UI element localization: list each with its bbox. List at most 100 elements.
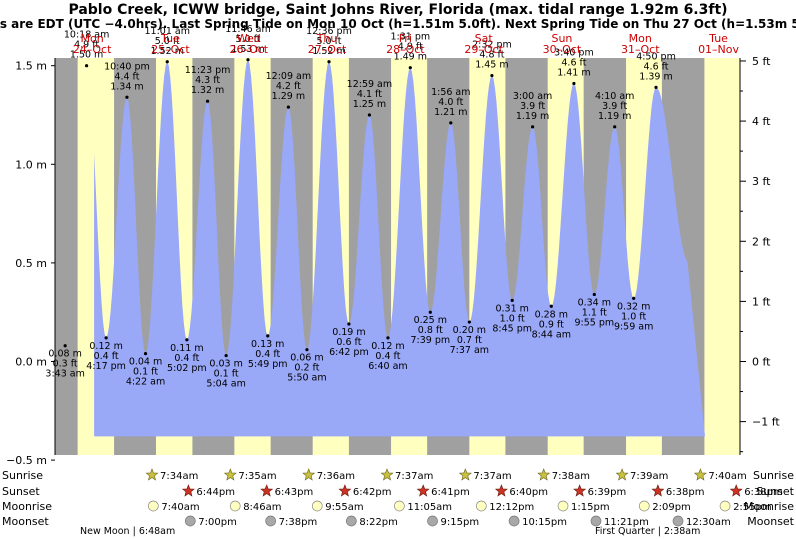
tide-label-ft: 4.9 ft	[398, 42, 423, 53]
moonset-time: 11:21pm	[604, 517, 649, 528]
moonrise-time: 11:05am	[407, 502, 452, 513]
tide-label-time: 11:46 am	[225, 24, 270, 35]
day-weekday: Thu	[316, 32, 338, 45]
tide-label-m_label: 0.32 m	[617, 301, 650, 312]
tide-point	[510, 298, 514, 302]
tide-label-time: 8:45 pm	[492, 323, 532, 334]
sunset-time: 6:42pm	[353, 487, 392, 498]
sunset-star-icon	[494, 484, 508, 497]
tide-point	[428, 310, 432, 314]
tide-label-ft: 1.1 ft	[582, 307, 607, 318]
sunset-time: 6:41pm	[431, 487, 470, 498]
tide-label-ft: 0.4 ft	[94, 351, 119, 362]
tide-point	[143, 352, 148, 356]
sunset-star-icon	[260, 484, 274, 497]
daylight-band	[704, 58, 740, 455]
tide-point	[654, 85, 658, 89]
tide-label-ft: 0.2 ft	[294, 363, 319, 374]
sunrise-time: 7:40am	[708, 471, 746, 482]
row-label-left-sunset: Sunset	[2, 485, 40, 498]
sunset-time: 6:38pm	[744, 487, 783, 498]
tide-label-time: 5:02 pm	[167, 363, 207, 374]
sunset-star-icon	[181, 484, 195, 497]
moonrise-time: 7:40am	[161, 502, 199, 513]
sunrise-time: 7:38am	[552, 471, 590, 482]
tide-label-ft: 4.8 ft	[479, 50, 504, 61]
y-tick-label-ft: 3 ft	[752, 175, 771, 188]
tide-point	[63, 344, 67, 348]
tide-label-time: 4:22 am	[126, 377, 165, 388]
tide-label-time: 7:37 am	[450, 345, 489, 356]
chart-subtitle: Times are EDT (UTC −4.0hrs). Last Spring…	[0, 17, 796, 31]
moonset-time: 9:15pm	[441, 517, 480, 528]
sunrise-star-icon	[537, 468, 551, 481]
moonrise-time: 12:12pm	[489, 502, 534, 513]
tide-label-m_label: 1.29 m	[272, 91, 305, 102]
sunset-time: 6:44pm	[196, 487, 235, 498]
sunrise-star-icon	[145, 468, 159, 481]
moonset-icon	[508, 515, 520, 527]
sunset-time: 6:43pm	[275, 487, 314, 498]
tide-label-time: 5:49 pm	[248, 359, 288, 370]
moonrise-time: 2:55pm	[733, 502, 772, 513]
day-weekday: Mon	[629, 32, 652, 45]
tide-label-time: 9:55 pm	[574, 317, 614, 328]
moonrise-time: 1:15pm	[571, 502, 610, 513]
tide-point	[125, 95, 129, 99]
tide-point	[592, 292, 596, 297]
moonrise-icon	[638, 500, 650, 512]
sunrise-time: 7:35am	[238, 471, 276, 482]
tide-label-time: 12:59 am	[347, 79, 392, 90]
tide-label-m_label: 0.11 m	[170, 343, 203, 354]
moonrise-icon	[719, 500, 731, 512]
y-tick-label-m: 0.0 m	[15, 356, 47, 369]
day-headers: Mon24–OctTue25–OctWed26–OctThu27–OctFri2…	[73, 32, 740, 56]
tide-label-m_label: 1.25 m	[353, 99, 386, 110]
tide-label-ft: 0.1 ft	[133, 367, 158, 378]
tide-label-m_label: 1.21 m	[434, 107, 467, 118]
tide-point	[266, 334, 270, 338]
row-label-left-moonset: Moonset	[2, 515, 49, 528]
y-tick-label-m: 0.5 m	[15, 257, 47, 270]
moonrise-icon	[147, 500, 159, 512]
tide-label-time: 6:42 pm	[329, 347, 369, 358]
moonset-time: 10:15pm	[522, 517, 567, 528]
tide-label-ft: 4.3 ft	[195, 75, 220, 86]
moonrise-icon	[557, 500, 569, 512]
tide-label-m_label: 1.39 m	[639, 71, 672, 82]
sunset-time: 6:38pm	[666, 487, 705, 498]
tide-label-m_label: 0.08 m	[48, 349, 81, 360]
day-weekday: Wed	[237, 32, 261, 45]
sunset-star-icon	[416, 484, 430, 497]
tide-label-time: 4:50 pm	[636, 51, 676, 62]
tide-label-m_label: 0.03 m	[209, 359, 242, 370]
sunrise-star-icon	[615, 468, 629, 481]
sunrise-star-icon	[223, 468, 237, 481]
tide-point	[549, 304, 553, 308]
tide-label-m_label: 0.31 m	[495, 303, 528, 314]
tide-label-ft: 0.7 ft	[457, 335, 482, 346]
moonset-time: 8:22pm	[359, 517, 398, 528]
tide-label-m_label: 0.34 m	[578, 297, 611, 308]
day-date: 25–Oct	[151, 43, 190, 56]
tide-label-m_label: 0.12 m	[89, 341, 122, 352]
moonrise-icon	[311, 500, 323, 512]
tide-point	[224, 353, 228, 358]
tide-label-ft: 0.6 ft	[336, 337, 361, 348]
tide-point	[613, 125, 617, 129]
tide-label-m_label: 1.49 m	[394, 52, 427, 63]
moonset-icon	[184, 515, 196, 527]
sunrise-star-icon	[458, 468, 472, 481]
tide-label-ft: 5.0 ft	[155, 36, 180, 47]
moonrise-icon	[229, 500, 241, 512]
y-tick-label-m: 1.0 m	[15, 158, 47, 171]
tide-label-time: 3:43 am	[45, 369, 84, 380]
row-label-right-sunrise: Sunrise	[753, 469, 794, 482]
moon-phase-label: First Quarter | 2:38am	[595, 526, 700, 537]
tide-label-ft: 4.9 ft	[74, 40, 99, 51]
tide-point	[104, 336, 108, 340]
y-tick-label-ft: 2 ft	[752, 235, 771, 248]
sunset-time: 6:40pm	[509, 487, 548, 498]
tide-point	[286, 105, 290, 109]
